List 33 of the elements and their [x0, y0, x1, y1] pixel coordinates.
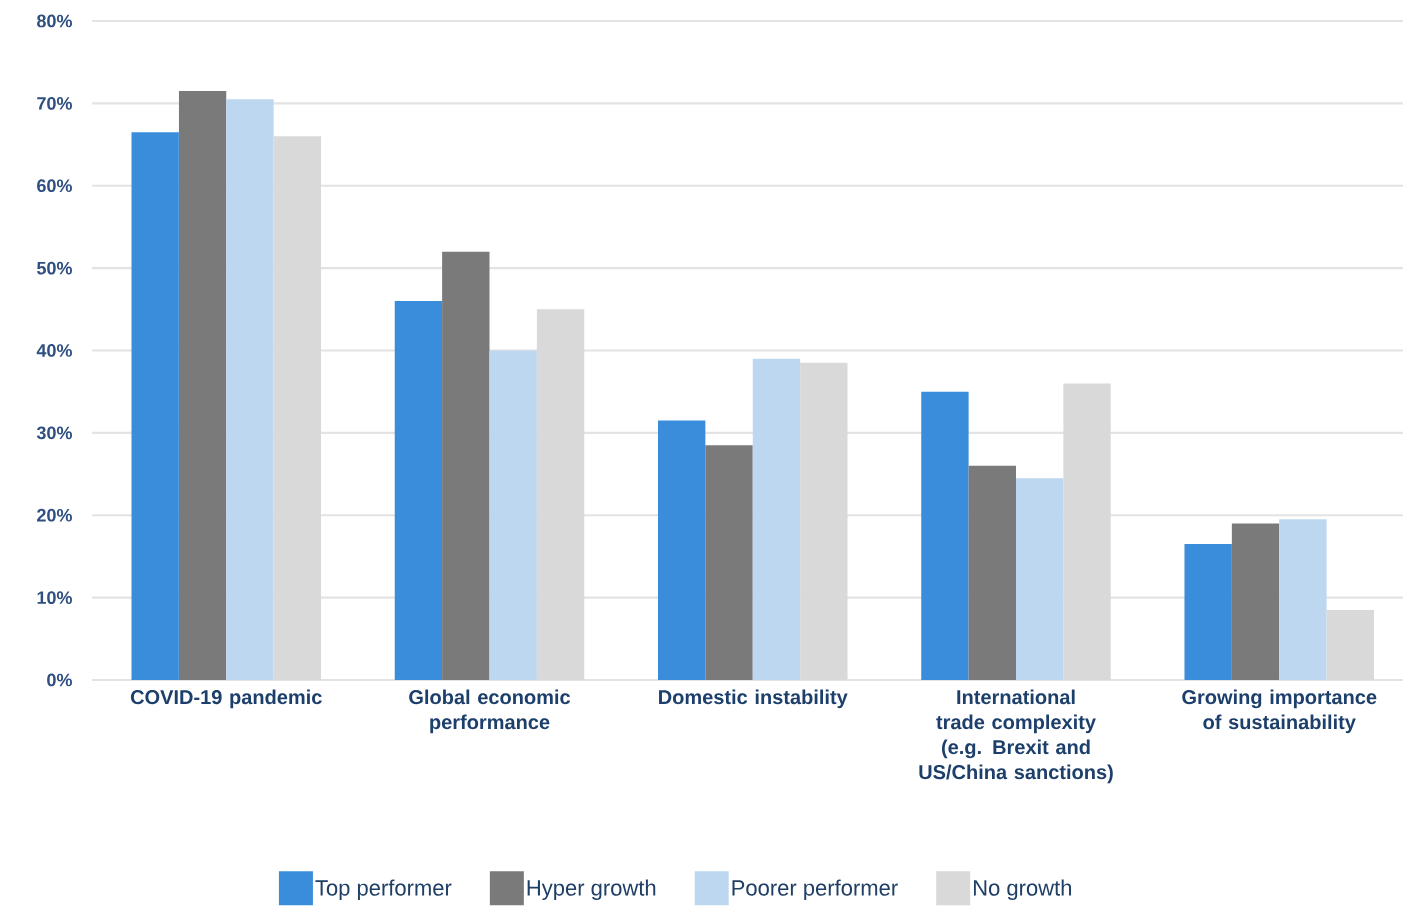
x-tick-label: International trade complexity (e.g. Brexit and US/China sanctions): [919, 689, 1113, 784]
legend-label: Top performer: [315, 879, 452, 901]
legend-label: No growth: [973, 879, 1071, 901]
x-tick-label: Global economic performance: [409, 689, 571, 734]
bar: [394, 301, 443, 680]
bar: [1279, 519, 1327, 680]
bar: [489, 350, 537, 680]
y-tick-label: 30%: [36, 426, 72, 440]
bar: [968, 465, 1016, 680]
bar: [657, 420, 706, 680]
y-tick-label: 50%: [36, 261, 72, 275]
x-tick-label: Growing importance of sustainability: [1182, 689, 1377, 734]
x-tick-label: Domestic instability: [659, 689, 848, 709]
bar: [752, 358, 801, 680]
bar: [1184, 544, 1232, 680]
y-tick-label: 10%: [37, 591, 72, 604]
y-tick-label: 40%: [36, 344, 72, 357]
bar: [1231, 523, 1280, 680]
bar: [178, 91, 227, 680]
bar: [705, 445, 753, 680]
legend-label: Poorer performer: [732, 879, 898, 901]
y-tick-label: 80%: [37, 14, 72, 28]
y-tick-label: 70%: [37, 96, 72, 110]
y-tick-label: 20%: [37, 508, 72, 522]
bar: [226, 99, 274, 680]
legend-label: Hyper growth: [527, 879, 656, 901]
y-tick-label: 0%: [47, 673, 72, 687]
x-tick-label: COVID-19 pandemic: [130, 689, 322, 709]
bar: [921, 391, 969, 680]
bar: [131, 132, 179, 680]
bar: [1016, 478, 1064, 680]
y-tick-label: 60%: [37, 179, 72, 193]
bar: [442, 251, 490, 680]
